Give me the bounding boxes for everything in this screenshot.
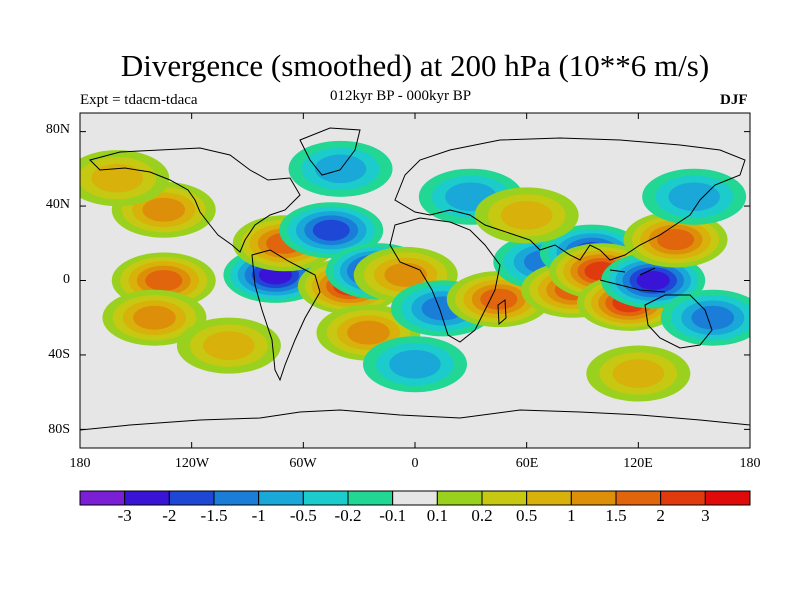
coast-africa (389, 217, 501, 343)
colorbar-swatch (213, 490, 260, 506)
plot-title: Divergence (smoothed) at 200 hPa (10**6 … (120, 48, 710, 83)
field-layer (80, 113, 750, 448)
contour-fill (668, 182, 720, 212)
contour-fill (657, 229, 695, 251)
colorbar-swatch (615, 490, 662, 506)
x-tick-label: 60E (515, 456, 539, 471)
colorbar-swatch (481, 490, 528, 506)
contour-fill (142, 197, 186, 222)
x-tick-label: 120W (174, 456, 210, 471)
colorbar-swatch (392, 490, 438, 506)
colorbar-swatch (302, 490, 349, 506)
axis-ticks (79, 113, 751, 448)
contour-fill (612, 359, 665, 388)
divergence-contours (80, 140, 750, 402)
x-tick-label: 180 (739, 456, 761, 471)
coast-south-america (251, 249, 321, 382)
y-tick-label: 80S (48, 422, 70, 437)
colorbar (79, 490, 751, 506)
contour-fill (480, 288, 518, 310)
coast-antarctica (80, 409, 750, 431)
coastlines (80, 127, 750, 431)
y-tick-label: 40N (45, 197, 70, 212)
colorbar-label: -1 (251, 506, 266, 525)
x-tick-label: 0 (411, 456, 419, 471)
colorbar-swatch (526, 490, 572, 506)
x-tick-label: 60W (289, 456, 317, 471)
x-tick-label: 180 (69, 456, 91, 471)
colorbar-label: 3 (701, 506, 710, 525)
colorbar-label: 0.2 (471, 506, 493, 525)
y-tick-label: 40S (48, 347, 70, 362)
colorbar-label: -2 (162, 506, 177, 525)
colorbar-swatch (124, 490, 170, 506)
colorbar-label: -0.2 (334, 506, 362, 525)
experiment-label: Expt = tdacm-tdaca (80, 92, 198, 108)
colorbar-swatch (79, 490, 126, 506)
coast-greenland (299, 127, 361, 176)
contour-fill (691, 305, 735, 330)
contour-fill (203, 331, 255, 360)
season-label: DJF (720, 92, 748, 108)
colorbar-label: 1 (567, 506, 576, 525)
contour-fill (636, 270, 670, 291)
x-tick-label: 120E (623, 456, 653, 471)
y-tick-label: 80N (45, 122, 70, 137)
colorbar-label: -3 (117, 506, 132, 525)
colorbar-swatch (347, 490, 394, 506)
colorbar-swatch (436, 490, 483, 506)
contour-fill (347, 320, 390, 345)
colorbar-label: -0.1 (379, 506, 407, 525)
coast-australia (644, 294, 713, 349)
y-tick-label: 0 (63, 272, 70, 287)
colorbar-label: 1.5 (605, 506, 627, 525)
contour-fill (145, 269, 183, 292)
coast-eurasia (394, 137, 746, 261)
colorbar-swatch (704, 490, 751, 506)
colorbar-label: -1.5 (200, 506, 228, 525)
plot-subtitle: 012kyr BP - 000kyr BP (330, 88, 472, 104)
colorbar-label: 2 (656, 506, 665, 525)
contour-fill (312, 219, 350, 241)
colorbar-label: -0.5 (289, 506, 317, 525)
contour-fill (91, 163, 143, 193)
colorbar-swatch (258, 490, 304, 506)
contour-fill (133, 305, 176, 330)
contour-fill (389, 349, 441, 379)
colorbar-label: 0.1 (426, 506, 448, 525)
coast-north-america (89, 147, 301, 253)
colorbar-swatch (168, 490, 215, 506)
coast-indonesia (599, 267, 666, 293)
contour-fill (500, 201, 553, 230)
colorbar-swatch (570, 490, 617, 506)
colorbar-label: 0.5 (516, 506, 538, 525)
coast-madagascar (497, 299, 507, 326)
colorbar-swatch (660, 490, 706, 506)
